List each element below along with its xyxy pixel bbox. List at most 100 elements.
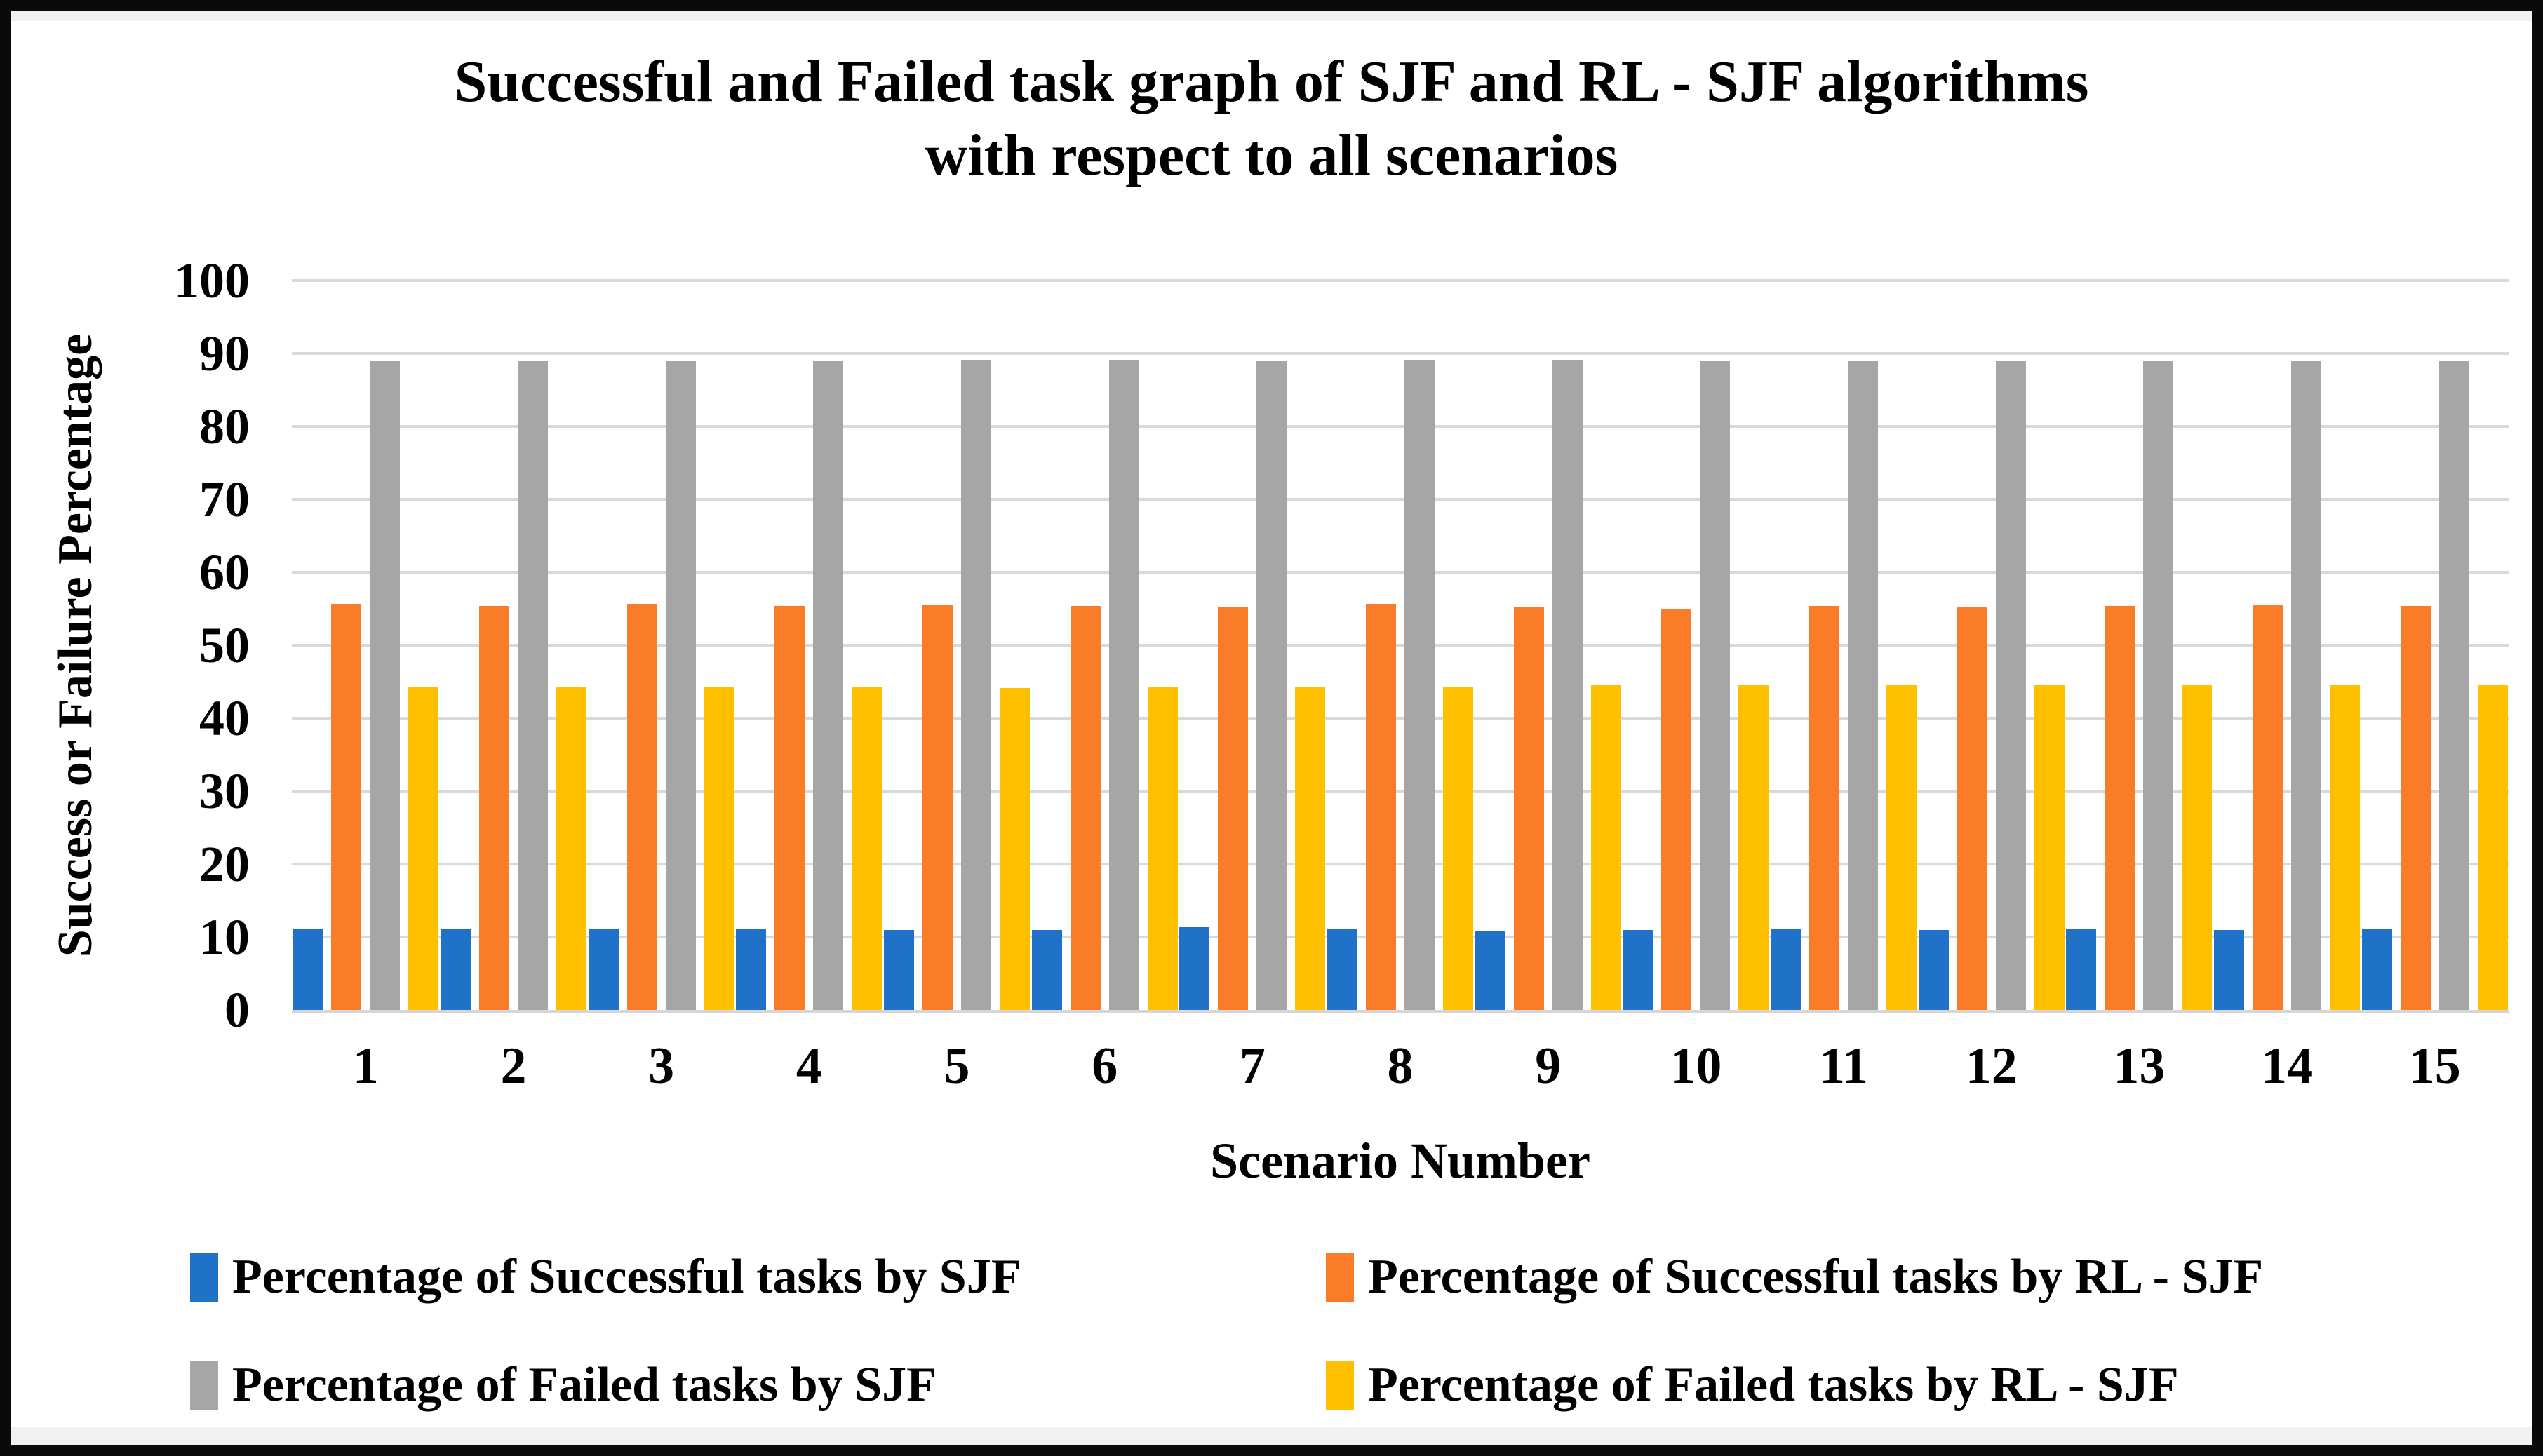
bar-sjf-fail-scenario-9 [1552,360,1583,1010]
bar-group-scenario-1 [292,281,440,1010]
x-axis-title: Scenario Number [1210,1133,1590,1189]
bar-sjf-success-scenario-1 [293,929,323,1010]
bar-rlsjf-success-scenario-14 [2253,605,2283,1010]
bar-sjf-fail-scenario-15 [2438,361,2469,1010]
chart-title-line2: with respect to all scenarios [925,123,1618,188]
bar-sjf-success-scenario-10 [1623,929,1653,1010]
legend-swatch-sjf-fail [190,1361,218,1410]
bar-sjf-fail-scenario-2 [518,361,548,1010]
bar-rlsjf-success-scenario-5 [922,604,953,1010]
bar-group-scenario-8 [1327,281,1475,1010]
bar-sjf-success-scenario-7 [1179,927,1210,1010]
bar-group-scenario-4 [735,281,883,1010]
x-tick-labels: 1 2 3 4 5 6 7 8 9 10 11 12 13 14 15 [292,1037,2509,1096]
bar-group-scenario-12 [1917,281,2065,1010]
bar-rlsjf-fail-scenario-13 [2182,685,2213,1010]
bar-rlsjf-fail-scenario-15 [2477,685,2508,1010]
bottom-edge-strip [11,1427,2532,1445]
y-tick-labels: 0 10 20 30 40 50 60 70 80 90 100 [95,255,250,1035]
legend-label-sjf-success: Percentage of Successful tasks by SJF [232,1250,1021,1304]
legend-item-sjf-success: Percentage of Successful tasks by SJF [190,1249,1021,1305]
x-tick-label-8: 8 [1387,1037,1414,1095]
legend-item-rlsjf-fail: Percentage of Failed tasks by RL - SJF [1326,1357,2179,1413]
legend: Percentage of Successful tasks by SJF Per… [190,1249,2448,1413]
x-tick-label-5: 5 [944,1037,970,1095]
bar-rlsjf-fail-scenario-7 [1295,687,1326,1010]
bar-sjf-fail-scenario-11 [1848,361,1879,1010]
bar-rlsjf-fail-scenario-8 [1443,687,1474,1010]
bar-rlsjf-success-scenario-2 [479,605,509,1010]
bar-sjf-success-scenario-6 [1031,929,1062,1010]
bar-sjf-fail-scenario-14 [2291,361,2322,1010]
bar-sjf-fail-scenario-3 [665,361,696,1010]
bar-sjf-fail-scenario-1 [370,361,401,1010]
plot-area [292,279,2509,1013]
x-tick-label-15: 15 [2408,1037,2461,1095]
x-tick-label-7: 7 [1239,1037,1266,1095]
bar-series-container [292,281,2509,1010]
legend-label-rlsjf-fail: Percentage of Failed tasks by RL - SJF [1368,1358,2179,1412]
bar-rlsjf-success-scenario-7 [1218,606,1249,1010]
bar-rlsjf-success-scenario-9 [1513,606,1544,1010]
y-tick-label-0: 0 [224,982,250,1038]
x-tick-label-2: 2 [500,1037,527,1095]
bar-sjf-success-scenario-12 [1918,929,1949,1010]
bar-sjf-success-scenario-15 [2361,929,2392,1010]
y-tick-label-80: 80 [199,398,250,454]
bar-sjf-success-scenario-9 [1475,930,1505,1010]
bar-group-scenario-3 [587,281,735,1010]
x-tick-label-1: 1 [352,1037,379,1095]
top-edge-strip [11,11,2532,21]
bar-rlsjf-fail-scenario-2 [556,687,586,1010]
bar-rlsjf-fail-scenario-3 [704,687,734,1010]
x-tick-label-3: 3 [648,1037,675,1095]
y-tick-label-60: 60 [199,544,250,600]
x-tick-label-12: 12 [1965,1037,2018,1095]
bar-rlsjf-fail-scenario-10 [1738,685,1769,1010]
bar-rlsjf-fail-scenario-6 [1147,687,1178,1010]
bar-group-scenario-9 [1474,281,1622,1010]
bar-group-scenario-11 [1770,281,1918,1010]
x-tick-label-11: 11 [1819,1037,1869,1095]
gridline-100 [292,279,2509,282]
legend-swatch-rlsjf-success [1326,1253,1354,1302]
legend-swatch-sjf-success [190,1253,218,1302]
bar-group-scenario-7 [1179,281,1327,1010]
gridline-20 [292,863,2509,865]
bar-sjf-fail-scenario-6 [1108,360,1139,1010]
x-tick-label-9: 9 [1535,1037,1562,1095]
bar-rlsjf-fail-scenario-14 [2330,685,2361,1010]
bar-sjf-success-scenario-13 [2066,929,2097,1010]
bar-rlsjf-fail-scenario-12 [2034,685,2065,1010]
bar-rlsjf-fail-scenario-5 [1000,688,1031,1010]
y-tick-label-50: 50 [199,617,250,673]
bar-group-scenario-10 [1622,281,1770,1010]
legend-swatch-rlsjf-fail [1326,1361,1354,1410]
gridline-50 [292,644,2509,647]
bar-sjf-fail-scenario-7 [1256,361,1287,1010]
y-tick-label-70: 70 [199,471,250,527]
y-tick-label-90: 90 [199,325,250,382]
y-tick-label-100: 100 [174,252,250,309]
bar-rlsjf-success-scenario-4 [774,605,805,1010]
bar-rlsjf-fail-scenario-1 [408,687,439,1010]
x-tick-label-13: 13 [2113,1037,2166,1095]
y-tick-label-20: 20 [199,836,250,892]
bar-rlsjf-success-scenario-12 [1957,606,1987,1010]
bar-group-scenario-2 [440,281,588,1010]
bar-sjf-fail-scenario-4 [813,361,844,1010]
bar-rlsjf-fail-scenario-4 [852,687,883,1010]
bar-rlsjf-success-scenario-6 [1070,605,1101,1010]
bar-sjf-success-scenario-11 [1771,929,1801,1010]
bar-sjf-fail-scenario-5 [961,360,992,1010]
gridline-30 [292,790,2509,793]
bar-group-scenario-14 [2213,281,2361,1010]
bar-group-scenario-13 [2065,281,2213,1010]
bar-sjf-success-scenario-14 [2214,929,2245,1010]
legend-label-rlsjf-success: Percentage of Successful tasks by RL - S… [1368,1250,2264,1304]
bar-group-scenario-5 [883,281,1031,1010]
x-tick-label-14: 14 [2261,1037,2314,1095]
bar-rlsjf-success-scenario-10 [1661,609,1692,1010]
gridline-90 [292,352,2509,355]
